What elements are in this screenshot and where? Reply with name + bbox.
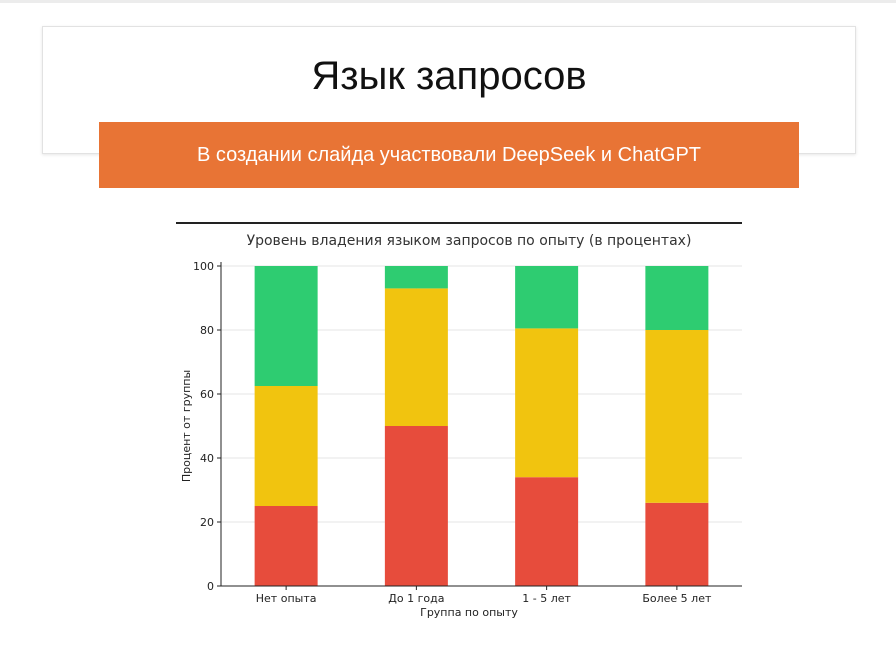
credits-banner: В создании слайда участвовали DeepSeek и… <box>99 122 799 188</box>
bar-segment <box>384 266 448 289</box>
y-tick-label: 20 <box>200 516 214 529</box>
top-divider <box>0 0 896 3</box>
bar-segment <box>645 502 709 586</box>
x-tick-label: Нет опыта <box>256 592 317 605</box>
axes-layer: 0 20 40 60 80 100 Нет опыта До 1 года 1 - 5 лет Б… <box>193 260 742 605</box>
bar-segment <box>515 477 579 586</box>
x-tick-label: Более 5 лет <box>642 592 712 605</box>
credits-banner-text: В создании слайда участвовали DeepSeek и… <box>197 144 701 166</box>
chart-title: Уровень владения языком запросов по опыт… <box>247 233 692 249</box>
stacked-bar-chart: Уровень владения языком запросов по опыт… <box>176 222 742 619</box>
bar-segment <box>254 266 318 386</box>
y-tick-label: 0 <box>207 580 214 593</box>
bar-segment <box>384 288 448 426</box>
bar-segment <box>645 266 709 330</box>
y-axis-label: Процент от группы <box>180 370 193 482</box>
y-tick-label: 100 <box>193 260 214 273</box>
bars-layer <box>254 266 709 586</box>
y-tick-label: 80 <box>200 324 214 337</box>
x-tick-label: До 1 года <box>388 592 444 605</box>
y-tick-label: 40 <box>200 452 214 465</box>
bar-segment <box>384 426 448 586</box>
bar-segment <box>515 328 579 478</box>
slide-title: Язык запросов <box>311 54 587 98</box>
chart-container: Уровень владения языком запросов по опыт… <box>176 222 742 622</box>
bar-segment <box>254 506 318 586</box>
bar-segment <box>645 330 709 503</box>
x-axis-label: Группа по опыту <box>420 606 518 619</box>
x-tick-label: 1 - 5 лет <box>522 592 571 605</box>
y-tick-label: 60 <box>200 388 214 401</box>
bar-segment <box>515 266 579 329</box>
bar-segment <box>254 386 318 506</box>
